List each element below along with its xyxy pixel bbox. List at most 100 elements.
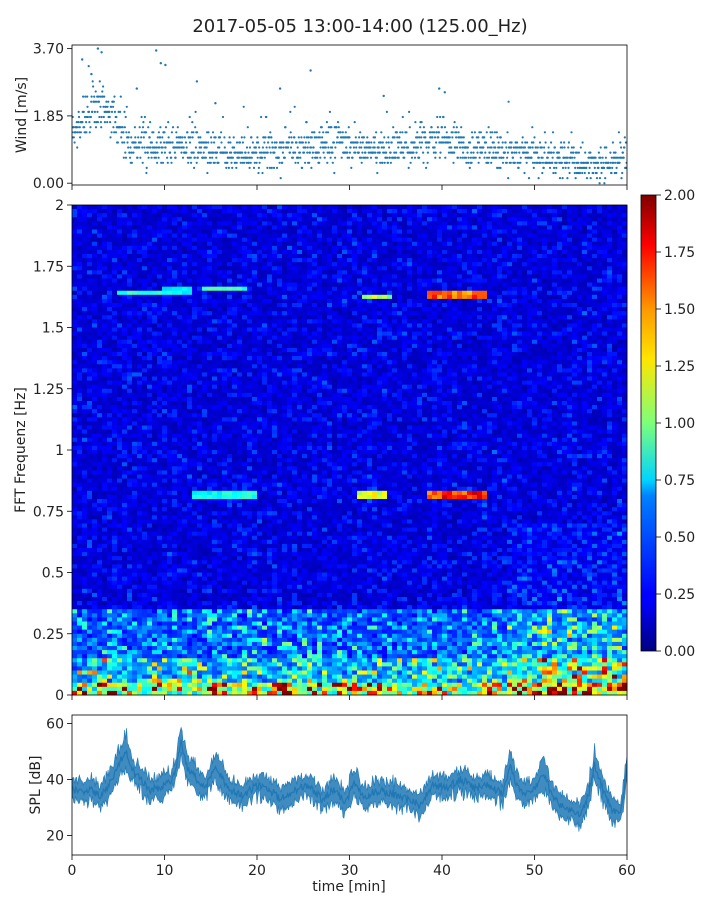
heatmap-cell	[122, 209, 128, 214]
heatmap-cell	[432, 258, 438, 263]
heatmap-cell	[227, 323, 233, 328]
heatmap-cell	[562, 205, 568, 210]
wind-point	[467, 156, 470, 159]
heatmap-cell	[107, 217, 113, 222]
wind-point	[594, 156, 597, 159]
heatmap-cell	[227, 294, 233, 300]
wind-point	[105, 100, 108, 103]
heatmap-cell	[287, 307, 293, 312]
heatmap-cell	[162, 331, 168, 337]
heatmap-cell	[187, 298, 193, 304]
heatmap-cell	[507, 319, 513, 324]
heatmap-cell	[587, 266, 593, 271]
wind-point	[348, 156, 351, 159]
heatmap-cell	[407, 258, 413, 263]
heatmap-cell	[177, 209, 183, 214]
heatmap-cell	[452, 209, 458, 214]
heatmap-cell	[267, 213, 273, 218]
wind-point	[166, 161, 169, 164]
heatmap-cell	[522, 278, 528, 283]
heatmap-cell	[347, 217, 353, 222]
heatmap-cell	[142, 233, 148, 239]
wind-point	[361, 141, 364, 144]
heatmap-cell	[77, 274, 83, 279]
heatmap-cell	[167, 213, 173, 218]
heatmap-cell	[152, 278, 158, 283]
heatmap-cell	[432, 229, 438, 234]
wind-point	[311, 151, 314, 154]
heatmap-cell	[397, 237, 403, 243]
heatmap-cell	[487, 217, 493, 222]
figure-title: 2017-05-05 13:00-14:00 (125.00_Hz)	[192, 16, 527, 37]
heatmap-cell	[492, 221, 498, 226]
wind-point	[553, 166, 556, 169]
heatmap-cell	[227, 258, 233, 263]
heatmap-cell	[102, 245, 108, 251]
heatmap-cell	[82, 266, 88, 271]
heatmap-cell	[372, 290, 378, 296]
heatmap-cell	[222, 254, 228, 259]
wind-point	[478, 156, 481, 159]
heatmap-cell	[437, 221, 443, 226]
wind-point	[531, 161, 535, 164]
heatmap-cell	[272, 307, 278, 312]
wind-point	[187, 161, 190, 164]
heatmap-cell	[312, 266, 318, 271]
heatmap-cell	[182, 233, 188, 239]
heatmap-cell	[187, 311, 193, 316]
heatmap-cell	[512, 286, 518, 292]
heatmap-cell	[587, 303, 593, 308]
heatmap-cell	[377, 266, 383, 271]
wind-point	[426, 161, 429, 164]
heatmap-cell	[432, 213, 438, 218]
heatmap-cell	[292, 245, 298, 251]
wind-point	[464, 156, 468, 159]
heatmap-cell	[387, 209, 393, 214]
heatmap-cell	[462, 209, 468, 214]
heatmap-cell	[492, 311, 498, 316]
wind-point	[192, 131, 195, 134]
heatmap-cell	[217, 311, 223, 316]
wind-point	[112, 126, 115, 129]
heatmap-cell	[417, 311, 423, 316]
heatmap-cell	[147, 303, 153, 308]
heatmap-cell	[237, 323, 243, 328]
heatmap-cell	[182, 249, 188, 255]
heatmap-cell	[427, 286, 433, 292]
heatmap-cell	[222, 245, 228, 251]
heatmap-cell	[467, 311, 473, 316]
wind-point	[340, 156, 343, 159]
heatmap-cell	[442, 229, 448, 234]
wind-point	[599, 156, 602, 159]
heatmap-cell	[612, 307, 618, 312]
wind-point	[93, 95, 96, 98]
heatmap-cell	[382, 315, 388, 320]
heatmap-cell	[387, 290, 393, 296]
heatmap-cell	[122, 319, 128, 324]
heatmap-cell	[492, 209, 498, 214]
heatmap-cell	[582, 307, 588, 312]
heatmap-cell	[532, 213, 538, 218]
heatmap-cell	[367, 213, 373, 218]
heatmap-cell	[582, 278, 588, 283]
wind-point	[107, 100, 110, 103]
heatmap-cell	[227, 249, 233, 255]
heatmap-cell	[492, 241, 498, 247]
wind-point	[210, 141, 213, 144]
heatmap-cell	[297, 262, 303, 267]
heatmap-cell	[332, 213, 338, 218]
heatmap-cell	[597, 213, 603, 218]
heatmap-cell	[282, 278, 288, 283]
heatmap-cell	[207, 225, 213, 230]
wind-point	[194, 110, 197, 113]
heatmap-cell	[122, 274, 128, 279]
heatmap-cell	[237, 315, 243, 320]
heatmap-cell	[362, 323, 368, 328]
heatmap-cell	[197, 323, 203, 328]
heatmap-cell	[527, 286, 533, 292]
heatmap-cell	[562, 278, 568, 283]
heatmap-cell	[417, 249, 423, 255]
wind-point	[191, 121, 194, 124]
heatmap-cell	[402, 286, 408, 292]
heatmap-cell	[312, 270, 318, 275]
